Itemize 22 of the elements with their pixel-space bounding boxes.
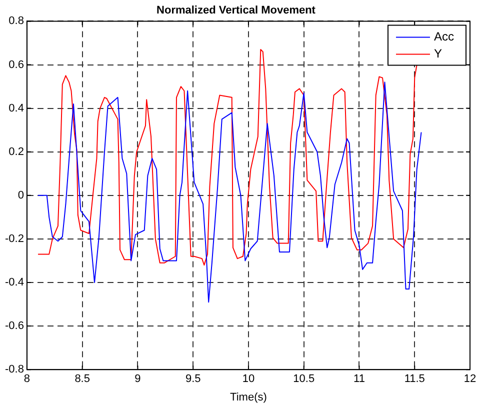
x-tick-label: 11: [354, 373, 365, 386]
legend-label: Acc: [434, 30, 454, 44]
x-tick-label: 8.5: [74, 373, 90, 386]
x-axis-title: Time(s): [230, 391, 267, 404]
y-tick-label: -0.6: [4, 320, 24, 332]
x-tick-label: 9.5: [185, 373, 201, 386]
y-tick-label: -0.4: [4, 276, 24, 289]
x-tick-label: 10.5: [293, 373, 315, 386]
x-tick-label: 12: [464, 373, 476, 386]
y-tick-label: 0.4: [8, 102, 24, 114]
y-tick-label: -0.2: [4, 232, 24, 245]
x-tick-label: 10: [242, 373, 255, 386]
y-tick-label: 0.6: [8, 58, 24, 71]
y-tick-label: 0.2: [8, 146, 24, 158]
y-tick-label: 0: [18, 189, 24, 202]
x-tick-label: 8: [24, 373, 30, 386]
chart-title: Normalized Vertical Movement: [156, 4, 316, 17]
x-tick-label: 11.5: [404, 373, 425, 386]
x-tick-label: 9: [134, 373, 141, 386]
y-tick-label: -0.8: [4, 364, 24, 376]
legend-label: Y: [434, 46, 442, 61]
y-tick-label: 0.8: [8, 15, 24, 28]
